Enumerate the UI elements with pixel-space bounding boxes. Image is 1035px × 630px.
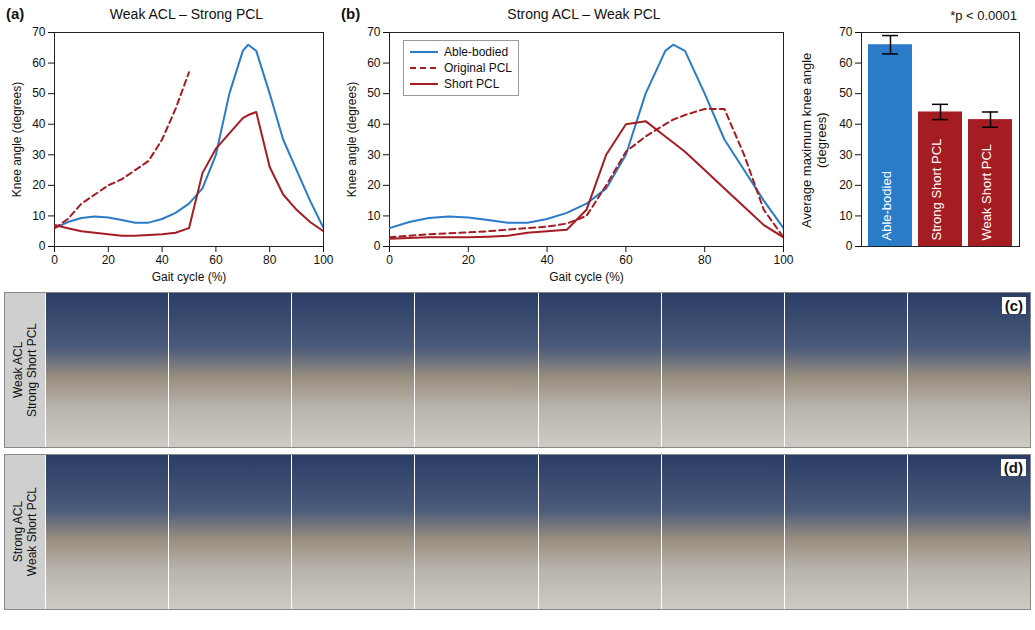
svg-text:70: 70 <box>367 25 381 39</box>
html-text:Weak ACL – Strong PCL: Weak ACL – Strong PCL <box>109 6 264 22</box>
svg-text:70: 70 <box>32 25 46 39</box>
svg-text:100: 100 <box>313 253 333 267</box>
html-text:Original PCL: Original PCL <box>444 61 512 75</box>
svg-text:20: 20 <box>367 178 381 192</box>
svg-text:0: 0 <box>51 253 58 267</box>
html-text:(b): (b) <box>341 5 361 22</box>
svg-text:60: 60 <box>839 56 853 70</box>
html-text:(d): (d) <box>1003 459 1023 476</box>
html-text:Weak Short PCL: Weak Short PCL <box>25 487 39 577</box>
svg-text:10: 10 <box>839 209 853 223</box>
html-text:Able-bodied: Able-bodied <box>444 45 509 59</box>
html-text:Short PCL: Short PCL <box>444 77 500 91</box>
svg-text:20: 20 <box>462 253 476 267</box>
svg-text:30: 30 <box>32 148 46 162</box>
svg-text:40: 40 <box>155 253 169 267</box>
svg-text:50: 50 <box>32 86 46 100</box>
svg-text:Gait cycle (%): Gait cycle (%) <box>152 270 227 284</box>
svg-text:Knee angle (degrees): Knee angle (degrees) <box>345 82 359 197</box>
html-text:Average maximum knee angle (de: Average maximum knee angle (degrees) <box>799 52 829 228</box>
svg-text:Weak Short PCL: Weak Short PCL <box>979 144 994 241</box>
svg-text:30: 30 <box>367 148 381 162</box>
svg-text:80: 80 <box>263 253 277 267</box>
html-text:Strong Short PCL: Strong Short PCL <box>25 323 39 417</box>
svg-text:50: 50 <box>839 86 853 100</box>
svg-text:80: 80 <box>698 253 712 267</box>
html-text:Strong ACL: Strong ACL <box>11 501 25 563</box>
svg-text:Strong Short PCL: Strong Short PCL <box>929 139 944 241</box>
svg-text:60: 60 <box>619 253 633 267</box>
svg-text:0: 0 <box>374 239 381 253</box>
svg-text:30: 30 <box>839 148 853 162</box>
svg-text:50: 50 <box>367 86 381 100</box>
svg-text:60: 60 <box>32 56 46 70</box>
svg-text:40: 40 <box>839 117 853 131</box>
svg-text:Knee angle (degrees): Knee angle (degrees) <box>10 82 24 197</box>
svg-text:100: 100 <box>773 253 793 267</box>
svg-text:20: 20 <box>102 253 116 267</box>
html-text:(a): (a) <box>6 5 25 22</box>
svg-text:60: 60 <box>209 253 223 267</box>
html-text:*p < 0.0001: *p < 0.0001 <box>950 8 1017 23</box>
svg-text:10: 10 <box>32 209 46 223</box>
svg-text:20: 20 <box>839 178 853 192</box>
svg-text:40: 40 <box>367 117 381 131</box>
svg-text:0: 0 <box>386 253 393 267</box>
svg-text:0: 0 <box>39 239 46 253</box>
svg-text:Gait cycle (%): Gait cycle (%) <box>549 270 624 284</box>
svg-text:20: 20 <box>32 178 46 192</box>
html-text:Weak ACL: Weak ACL <box>11 341 25 399</box>
svg-text:10: 10 <box>367 209 381 223</box>
svg-text:60: 60 <box>367 56 381 70</box>
svg-text:40: 40 <box>32 117 46 131</box>
html-text:Strong ACL – Weak PCL: Strong ACL – Weak PCL <box>507 6 661 22</box>
svg-text:0: 0 <box>846 239 853 253</box>
html-text:(c): (c) <box>1004 297 1023 314</box>
svg-text:40: 40 <box>540 253 554 267</box>
svg-text:Able-bodied: Able-bodied <box>879 171 894 240</box>
svg-text:70: 70 <box>839 25 853 39</box>
